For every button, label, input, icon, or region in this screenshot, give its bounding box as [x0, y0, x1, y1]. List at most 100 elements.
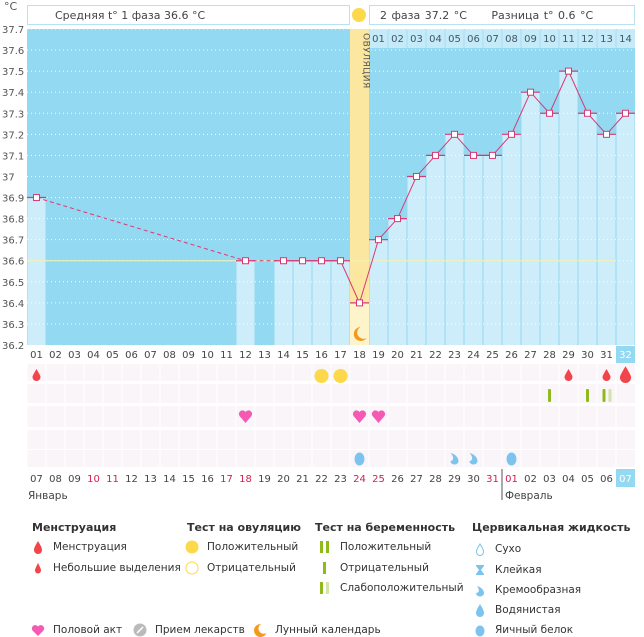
small-drop-icon: [31, 561, 45, 575]
data-point[interactable]: [299, 257, 306, 265]
temperature-bar: [426, 155, 445, 345]
creamy-drop-icon[interactable]: [469, 453, 478, 465]
cycle-day-label: 20: [391, 350, 404, 361]
temperature-bar: [483, 155, 502, 345]
phase2-average: 2 фаза 37.2 °C: [380, 9, 467, 22]
temperature-bar: [578, 113, 597, 346]
line-segment: [397, 176, 417, 219]
legend-pregnancy-weak: Слабоположительный: [318, 581, 464, 595]
ovulation-test-positive-icon[interactable]: [333, 369, 348, 383]
heart-icon[interactable]: [371, 410, 386, 423]
heart-icon[interactable]: [352, 410, 367, 423]
luteal-day-label: 03: [410, 34, 423, 45]
legend-ovulation-positive: Положительный: [185, 540, 298, 554]
temperature-chart[interactable]: 01 02 03 04 05 06 07 08 09 10 11 12 13 14 37.7 37.6 37.5…: [0, 0, 644, 510]
yellow-circle-icon: [185, 540, 199, 554]
heart-icon[interactable]: [238, 410, 253, 423]
egg-white-icon[interactable]: [506, 452, 517, 466]
line-segment: [568, 70, 588, 114]
calendar-date: 10: [87, 474, 100, 485]
luteal-day-label: 13: [600, 34, 613, 45]
data-point[interactable]: [508, 130, 515, 138]
pregnancy-test-weak-strip-icon[interactable]: [608, 389, 612, 402]
weak-strip-icon: [318, 581, 332, 595]
cycle-day-label: 07: [144, 350, 157, 361]
calendar-date: 16: [201, 474, 214, 485]
legend-ovulation-title: Тест на овуляцию: [187, 521, 301, 534]
pregnancy-test-negative-icon[interactable]: [586, 389, 589, 402]
pregnancy-test-strip-icon[interactable]: [602, 389, 606, 402]
line-segment: [549, 70, 569, 114]
data-point[interactable]: [280, 257, 287, 265]
cycle-day-label: 02: [49, 350, 62, 361]
line-segment: [606, 112, 626, 135]
legend-ovulation-negative: Отрицательный: [185, 561, 296, 575]
data-point[interactable]: [413, 172, 420, 180]
y-tick-label: 36.4: [2, 299, 24, 310]
legend-cervical-watery: Водянистая: [473, 603, 561, 617]
y-tick-label: 36.5: [2, 278, 24, 289]
hourglass-icon: [473, 563, 487, 577]
cycle-day-label: 19: [372, 350, 385, 361]
y-tick-label: 36.6: [2, 257, 24, 268]
heart-icon: [31, 623, 45, 637]
data-point[interactable]: [394, 215, 401, 223]
data-point[interactable]: [603, 130, 610, 138]
temperature-bar: [521, 92, 540, 345]
calendar-date: 12: [125, 474, 138, 485]
data-point[interactable]: [470, 151, 477, 159]
ovulation-column[interactable]: [350, 29, 369, 345]
legend-cervical-eggwhite: Яичный белок: [473, 623, 573, 637]
data-point[interactable]: [356, 299, 363, 307]
line-segment: [511, 91, 531, 135]
menstruation-drop-icon[interactable]: [32, 369, 41, 381]
y-tick-label: 37.5: [2, 67, 24, 78]
menstruation-drop-icon[interactable]: [619, 366, 632, 383]
data-point[interactable]: [546, 109, 553, 117]
cycle-day-label: 30: [581, 350, 594, 361]
cycle-day-label: 25: [486, 350, 499, 361]
temperature-bar: [559, 71, 578, 345]
calendar-date: 26: [391, 474, 404, 485]
cycle-day-label: 26: [505, 350, 518, 361]
data-point[interactable]: [432, 151, 439, 159]
pill-icon: [133, 623, 147, 637]
line-segment: [492, 133, 512, 156]
data-point[interactable]: [489, 151, 496, 159]
cycle-day-label: 17: [334, 350, 347, 361]
temperature-bar: [597, 134, 616, 345]
data-point[interactable]: [375, 236, 382, 244]
current-day-highlight: [616, 346, 635, 363]
data-point[interactable]: [33, 194, 40, 202]
temperature-bar: [445, 134, 464, 345]
data-point[interactable]: [242, 257, 249, 265]
cycle-day-label: 03: [68, 350, 81, 361]
data-point[interactable]: [565, 67, 572, 75]
cycle-day-label: 28: [543, 350, 556, 361]
cycle-day-label: 31: [600, 350, 613, 361]
cycle-day-label: 12: [239, 350, 252, 361]
luteal-day-label: 01: [372, 34, 385, 45]
egg-white-icon[interactable]: [354, 452, 365, 466]
menstruation-drop-icon[interactable]: [564, 369, 573, 381]
ovulation-test-positive-icon[interactable]: [314, 369, 329, 383]
data-point[interactable]: [584, 109, 591, 117]
calendar-date: 14: [163, 474, 176, 485]
menstruation-drop-icon[interactable]: [602, 369, 611, 381]
luteal-day-label: 05: [448, 34, 461, 45]
empty-circle-icon: [185, 561, 199, 575]
creamy-drop-icon: [473, 583, 487, 597]
data-point[interactable]: [451, 130, 458, 138]
data-point[interactable]: [527, 88, 534, 96]
cycle-day-label: 08: [163, 350, 176, 361]
calendar-date: 28: [429, 474, 442, 485]
data-point[interactable]: [337, 257, 344, 265]
data-point[interactable]: [622, 109, 629, 117]
y-tick-label: 36.9: [2, 194, 24, 205]
calendar-date: 15: [182, 474, 195, 485]
single-strip-icon: [318, 561, 332, 575]
pregnancy-test-negative-icon[interactable]: [548, 389, 551, 402]
data-point[interactable]: [318, 257, 325, 265]
creamy-drop-icon[interactable]: [450, 453, 459, 465]
calendar-date: 02: [524, 474, 537, 485]
